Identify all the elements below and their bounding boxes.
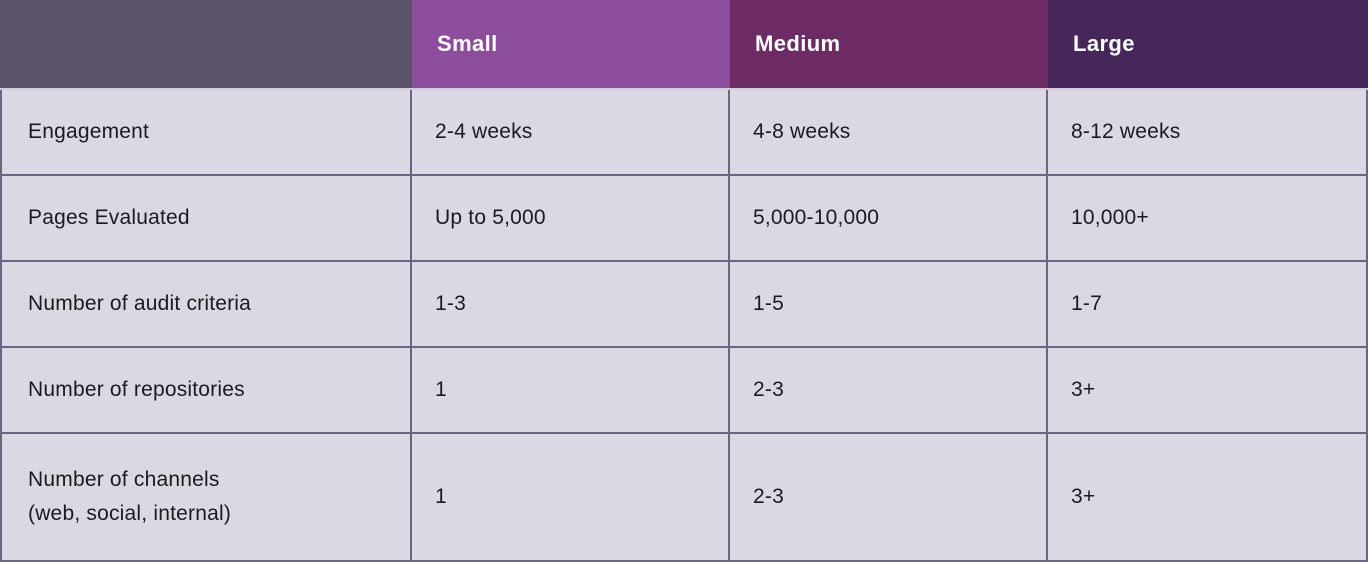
cell-channels-large: 3+ [1048,434,1366,560]
table-header-row: Small Medium Large [0,0,1368,88]
cell-engagement-small: 2-4 weeks [412,90,728,174]
cell-repositories-medium: 2-3 [730,348,1046,432]
cell-channels-medium: 2-3 [730,434,1046,560]
row-label-engagement: Engagement [2,90,410,174]
cell-criteria-large: 1-7 [1048,262,1366,346]
cell-criteria-medium: 1-5 [730,262,1046,346]
cell-criteria-small: 1-3 [412,262,728,346]
row-label-pages-evaluated: Pages Evaluated [2,176,410,260]
cell-repositories-small: 1 [412,348,728,432]
cell-engagement-large: 8-12 weeks [1048,90,1366,174]
header-body-divider [0,88,1368,90]
row-label-repositories: Number of repositories [2,348,410,432]
table-body: Engagement 2-4 weeks 4-8 weeks 8-12 week… [0,90,1368,562]
header-cell-medium: Medium [730,0,1048,88]
header-cell-empty [0,0,412,88]
cell-pages-large: 10,000+ [1048,176,1366,260]
cell-pages-medium: 5,000-10,000 [730,176,1046,260]
header-cell-large: Large [1048,0,1368,88]
row-label-audit-criteria: Number of audit criteria [2,262,410,346]
cell-engagement-medium: 4-8 weeks [730,90,1046,174]
row-label-channels: Number of channels (web, social, interna… [2,434,410,560]
cell-repositories-large: 3+ [1048,348,1366,432]
header-cell-small: Small [412,0,730,88]
cell-pages-small: Up to 5,000 [412,176,728,260]
cell-channels-small: 1 [412,434,728,560]
